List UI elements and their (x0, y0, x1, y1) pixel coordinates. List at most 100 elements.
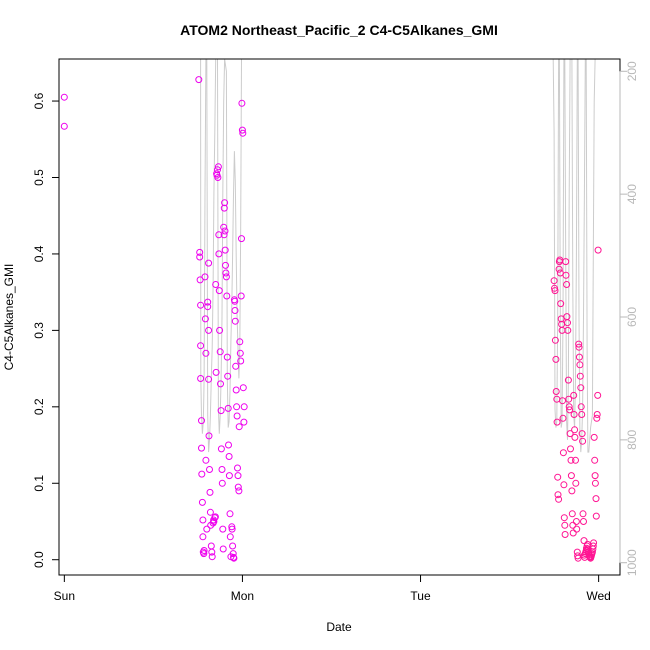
data-point (590, 433, 598, 441)
data-point (240, 403, 248, 411)
data-point (556, 269, 564, 277)
data-point (572, 479, 580, 487)
data-point (560, 514, 568, 522)
data-point (223, 353, 231, 361)
data-point (575, 353, 583, 361)
data-point (570, 391, 578, 399)
data-point (216, 348, 224, 356)
data-point (229, 542, 237, 550)
data-point (577, 384, 585, 392)
data-point (593, 411, 601, 418)
right-tick-label: 400 (625, 184, 639, 204)
data-point (579, 437, 587, 445)
data-point (215, 231, 223, 239)
data-point (228, 523, 236, 531)
data-point (562, 271, 570, 279)
data-point (575, 343, 583, 351)
data-point (561, 521, 569, 529)
data-point (238, 99, 246, 107)
data-point (553, 418, 561, 426)
data-point (239, 384, 247, 392)
data-point (557, 300, 565, 308)
data-point (226, 533, 234, 541)
data-point (204, 298, 212, 306)
data-point (228, 525, 236, 533)
data-point (198, 470, 206, 478)
data-point (231, 297, 239, 305)
x-axis-label: Date (326, 620, 352, 634)
data-point (225, 472, 233, 480)
x-tick-label: Tue (410, 589, 431, 603)
data-point (564, 319, 571, 327)
pressure-line (552, 59, 596, 453)
data-point (564, 326, 572, 334)
data-point (201, 273, 209, 281)
data-point (577, 403, 585, 411)
data-point (197, 301, 205, 309)
data-point (203, 525, 211, 533)
data-point (199, 533, 207, 541)
data-point (222, 273, 230, 281)
data-point (206, 488, 214, 496)
data-point (224, 372, 232, 380)
data-point (237, 292, 245, 300)
data-point (226, 510, 234, 518)
data-point (238, 126, 246, 134)
data-point (221, 199, 229, 207)
data-point (572, 456, 579, 464)
data-point (219, 525, 227, 533)
data-point (196, 248, 204, 256)
data-point (574, 554, 582, 562)
right-tick-label: 600 (625, 307, 639, 327)
data-point (566, 406, 574, 414)
data-point (580, 518, 587, 525)
data-point (60, 93, 68, 101)
data-point (218, 466, 226, 473)
data-point (217, 407, 225, 415)
data-point (234, 483, 242, 491)
data-point (571, 426, 579, 434)
data-point (551, 336, 559, 344)
data-point (232, 386, 240, 394)
data-point (591, 456, 599, 464)
data-point (568, 510, 576, 518)
data-point (220, 204, 228, 212)
pressure-line-layer (200, 59, 596, 453)
x-tick-label: Mon (231, 589, 254, 603)
data-point (236, 338, 244, 346)
data-point (234, 472, 242, 480)
pressure-line (200, 59, 242, 453)
data-point (554, 473, 562, 481)
data-point (589, 542, 597, 550)
data-point (215, 287, 223, 295)
data-point (567, 445, 574, 453)
data-point (559, 449, 567, 457)
data-point (562, 258, 570, 266)
data-point (211, 514, 219, 522)
data-point (200, 550, 208, 558)
data-point (576, 361, 584, 369)
data-point (200, 547, 208, 554)
data-point (222, 261, 229, 269)
data-point (205, 326, 213, 334)
data-point (554, 491, 562, 499)
data-point (594, 246, 602, 254)
data-point (552, 388, 560, 395)
data-point (567, 456, 575, 464)
data-point (197, 375, 205, 382)
data-point (225, 453, 233, 460)
data-point (219, 545, 227, 553)
data-point (208, 548, 216, 556)
data-point (218, 479, 226, 487)
data-point (196, 276, 204, 284)
data-point (240, 418, 248, 426)
right-tick-label: 800 (625, 430, 639, 450)
data-point (570, 411, 578, 418)
y-tick-label: 0.4 (32, 245, 46, 262)
data-point (198, 444, 205, 452)
data-point (221, 246, 229, 254)
data-point (569, 521, 577, 529)
data-point (224, 404, 232, 412)
data-point (576, 372, 584, 380)
